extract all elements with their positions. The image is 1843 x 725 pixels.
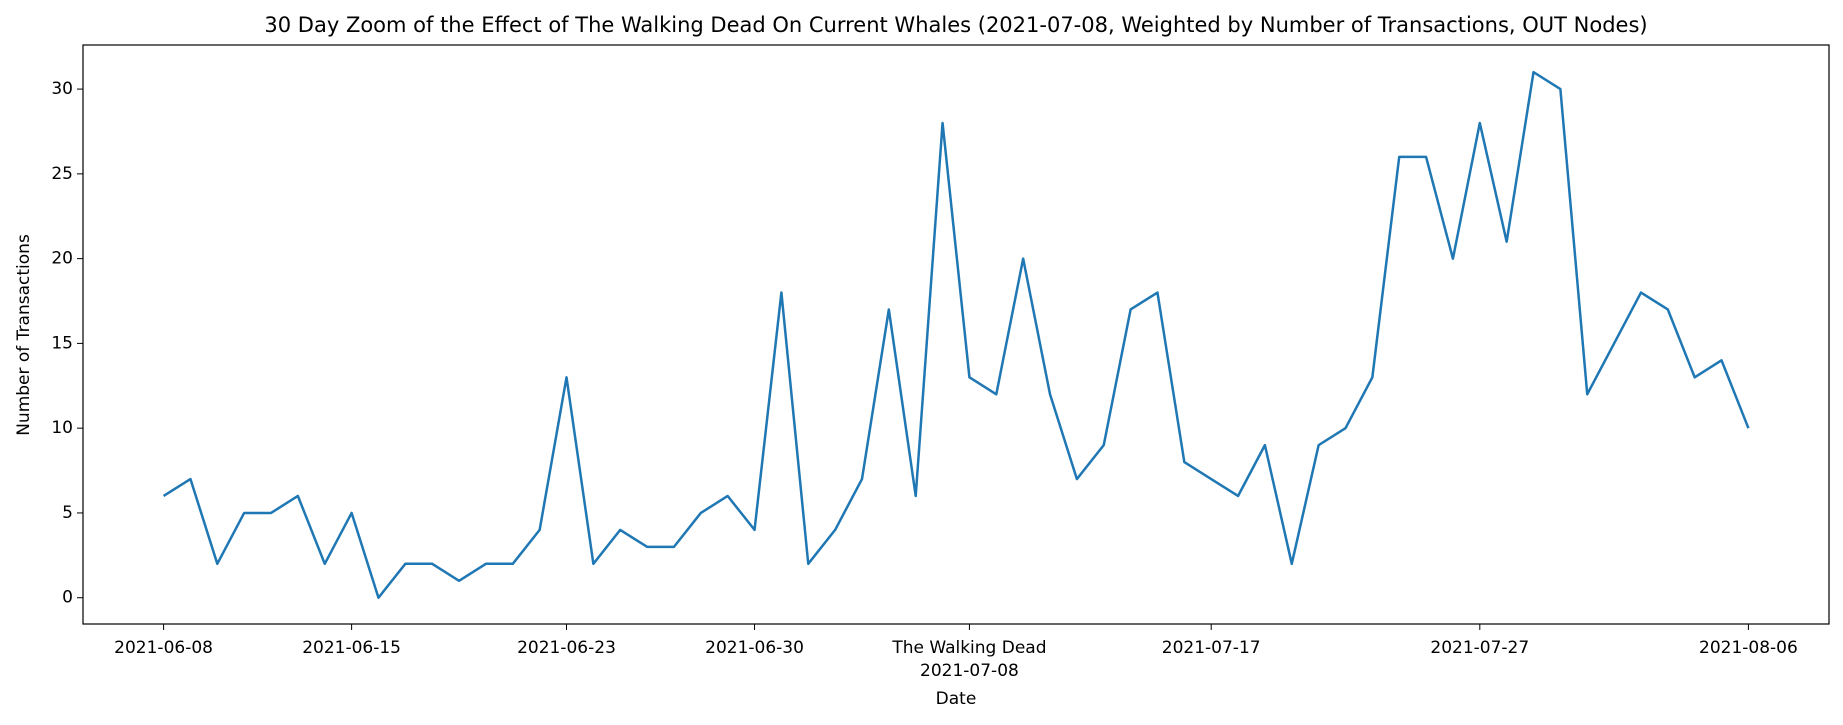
x-tick-label: 2021-08-06	[1699, 638, 1798, 658]
data-line	[162, 70, 1750, 599]
plot-frame	[82, 44, 1830, 625]
y-tick-label: 10	[51, 418, 73, 438]
x-tick-label: 2021-06-15	[302, 638, 401, 658]
y-tick-label: 30	[51, 79, 73, 99]
x-tick-label: 2021-07-08	[920, 661, 1019, 681]
x-tick-label: 2021-07-27	[1430, 638, 1529, 658]
x-tick-label: 2021-06-30	[705, 638, 804, 658]
x-axis-label: Date	[936, 689, 977, 709]
y-tick-label: 5	[62, 503, 73, 523]
x-tick-label: 2021-07-17	[1162, 638, 1261, 658]
y-tick-label: 25	[51, 164, 73, 184]
x-tick-label: 2021-06-23	[517, 638, 616, 658]
y-tick-label: 20	[51, 249, 73, 269]
y-tick-label: 15	[51, 333, 73, 353]
y-tick-label: 0	[62, 588, 73, 608]
annotation: The Walking Dead	[891, 638, 1046, 658]
chart-title: 30 Day Zoom of the Effect of The Walking…	[264, 13, 1647, 37]
x-tick-label: 2021-06-08	[114, 638, 213, 658]
y-axis-label: Number of Transactions	[14, 234, 34, 436]
